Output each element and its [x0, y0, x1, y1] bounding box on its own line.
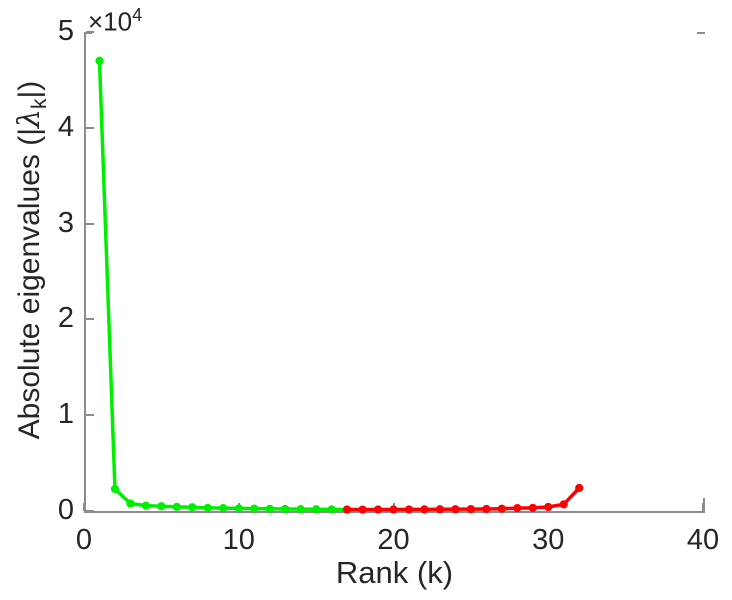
data-point-marker: [110, 484, 120, 494]
axis-corner-top-right: [697, 32, 705, 34]
data-point-marker: [234, 504, 243, 513]
data-point-marker: [358, 505, 367, 514]
series-line: [97, 58, 349, 512]
data-point-marker: [451, 505, 460, 514]
data-point-marker: [219, 504, 228, 513]
y-axis-exponent-base: ×10: [88, 6, 133, 37]
data-point-marker: [559, 500, 568, 509]
y-axis-tick: [86, 31, 94, 33]
y-axis-tick: [86, 222, 94, 225]
y-axis-tick: [86, 414, 94, 417]
data-point-marker: [312, 505, 321, 514]
x-axis-tick-label: 30: [532, 524, 565, 556]
lambda-subscript: k: [28, 98, 51, 109]
y-axis-line: [84, 32, 86, 513]
y-axis-tick-label: 5: [57, 15, 74, 47]
data-point-marker: [327, 505, 336, 514]
axis-corner-top-left: [84, 32, 92, 34]
data-point-marker: [281, 504, 290, 514]
y-axis-tick-label: 4: [57, 110, 74, 143]
y-axis-title-prefix: Absolute eigenvalues (|: [13, 128, 46, 440]
series-red-branch: [342, 483, 584, 514]
y-axis-tick: [86, 318, 94, 321]
y-axis-exponent-label: ×104: [88, 2, 142, 35]
data-point-marker: [172, 502, 181, 511]
y-axis-tick-label: 3: [57, 206, 74, 239]
y-axis-tick: [86, 126, 94, 129]
data-point-marker: [575, 483, 584, 493]
x-axis-title: Rank (k): [335, 555, 454, 590]
data-point-marker: [95, 56, 104, 65]
x-axis-tick: [83, 503, 85, 511]
data-series-layer: [95, 56, 584, 514]
data-point-marker: [528, 503, 537, 512]
data-point-marker: [373, 505, 383, 514]
data-point-marker: [203, 503, 212, 512]
y-axis-title-suffix: |): [13, 80, 46, 99]
y-axis-tick-label: 2: [57, 302, 74, 335]
x-axis-tick-label: 10: [222, 524, 255, 556]
y-axis-title: Absolute eigenvalues (|λk|): [8, 0, 52, 520]
data-point-marker: [482, 504, 491, 514]
x-axis-tick-label: 20: [377, 524, 410, 556]
x-axis-tick-label: 0: [75, 524, 93, 556]
data-point-marker: [342, 505, 352, 514]
plot-area: [83, 31, 705, 514]
data-point-marker: [126, 499, 135, 508]
series-green-branch: [95, 56, 352, 514]
x-axis-tick: [702, 503, 704, 511]
data-point-marker: [157, 502, 166, 511]
data-point-marker: [497, 504, 506, 513]
data-point-marker: [435, 505, 445, 514]
data-point-marker: [188, 503, 197, 512]
y-axis-tick: [86, 510, 94, 512]
data-point-marker: [420, 505, 429, 514]
x-axis-tick-label: 40: [686, 524, 720, 556]
y-axis-tick-label: 0: [57, 494, 74, 526]
series-line: [345, 486, 581, 512]
y-axis-tick-label: 1: [57, 398, 74, 431]
data-point-marker: [404, 505, 414, 514]
data-point-marker: [265, 504, 274, 513]
data-point-marker: [250, 504, 259, 513]
data-point-marker: [544, 502, 553, 512]
y-axis-exponent-power: 4: [132, 5, 143, 25]
data-point-marker: [141, 501, 150, 510]
data-point-marker: [513, 504, 522, 513]
axis-corner-right: [703, 498, 705, 512]
data-point-marker: [296, 505, 305, 514]
data-point-marker: [389, 505, 398, 514]
data-point-marker: [466, 504, 475, 514]
